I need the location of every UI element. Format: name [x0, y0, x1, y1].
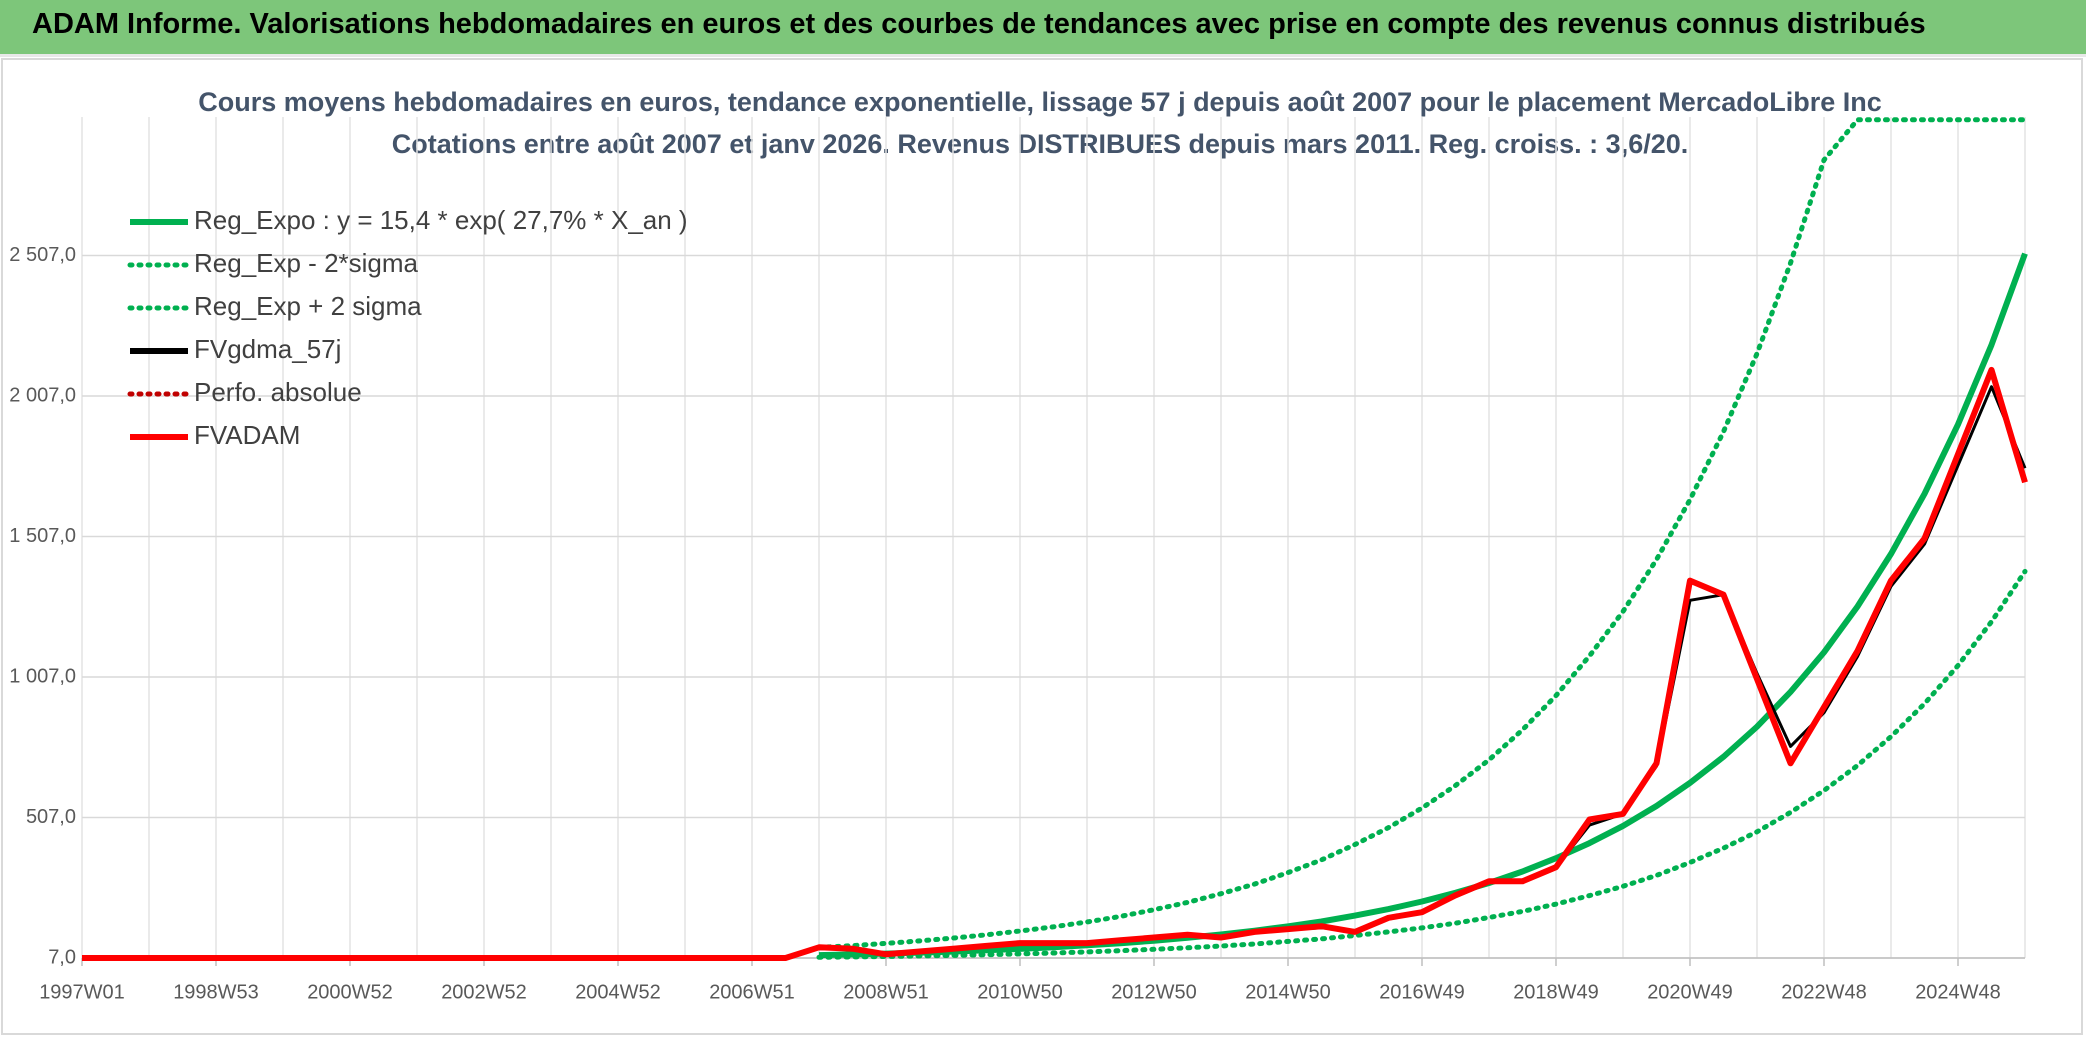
x-tick-label: 2002W52 — [441, 981, 527, 1003]
x-tick-label: 2004W52 — [575, 981, 661, 1003]
chart-title: Cours moyens hebdomadaires en euros, ten… — [198, 87, 1882, 117]
series-line — [816, 117, 2028, 950]
chart: Cours moyens hebdomadaires en euros, ten… — [1, 58, 2083, 1035]
x-tick-label: 2014W50 — [1245, 981, 1331, 1003]
y-tick-label: 507,0 — [26, 806, 76, 828]
y-tick-label: 2 007,0 — [9, 384, 76, 406]
legend-label: Reg_Exp + 2 sigma — [194, 291, 422, 321]
x-tick-label: 2000W52 — [307, 981, 393, 1003]
legend-label: Reg_Exp - 2*sigma — [194, 248, 419, 278]
series-line — [82, 366, 2028, 961]
y-tick-label: 1 007,0 — [9, 665, 76, 687]
x-tick-label: 2020W49 — [1647, 981, 1733, 1003]
legend-label: FVgdma_57j — [194, 334, 341, 364]
x-tick-label: 2018W49 — [1513, 981, 1599, 1003]
y-tick-label: 7,0 — [48, 946, 76, 968]
legend-label: Perfo. absolue — [194, 377, 362, 407]
x-tick-label: 2016W49 — [1379, 981, 1465, 1003]
header-title: ADAM Informe. Valorisations hebdomadaire… — [32, 8, 1926, 40]
x-tick-label: 2008W51 — [843, 981, 929, 1003]
x-tick-label: 2012W50 — [1111, 981, 1197, 1003]
x-tick-label: 1998W53 — [173, 981, 259, 1003]
header-bar: ADAM Informe. Valorisations hebdomadaire… — [0, 0, 2086, 57]
x-tick-label: 2024W48 — [1915, 981, 2001, 1003]
chart-frame — [1, 58, 2083, 1035]
series-line — [816, 568, 2028, 960]
y-tick-label: 1 507,0 — [9, 525, 76, 547]
y-tick-label: 2 507,0 — [9, 244, 76, 266]
x-tick-label: 2006W51 — [709, 981, 795, 1003]
x-tick-label: 2010W50 — [977, 981, 1063, 1003]
legend-label: FVADAM — [194, 420, 300, 450]
x-tick-label: 2022W48 — [1781, 981, 1867, 1003]
x-tick-label: 1997W01 — [39, 981, 125, 1003]
series-line — [818, 252, 2028, 959]
legend-label: Reg_Expo : y = 15,4 * exp( 27,7% * X_an … — [194, 205, 688, 235]
chart-subtitle: Cotations entre août 2007 et janv 2026. … — [392, 129, 1689, 159]
